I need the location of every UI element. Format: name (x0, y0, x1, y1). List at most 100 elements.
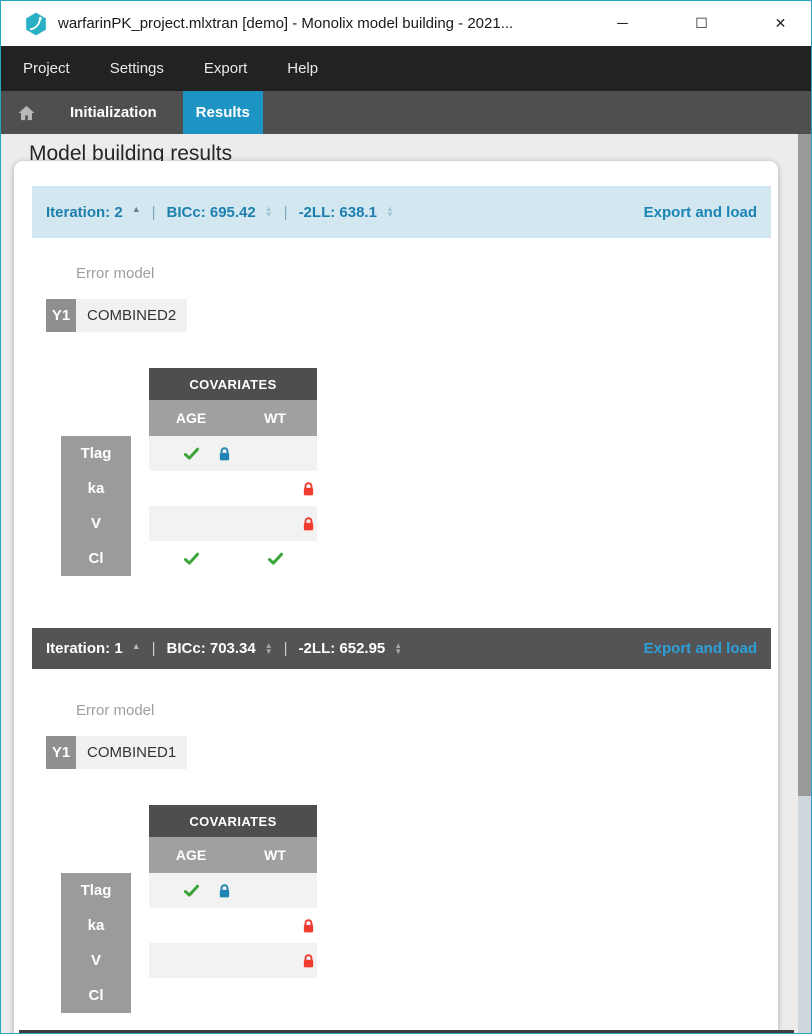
minimize-icon[interactable]: ─ (617, 15, 628, 32)
vertical-scrollbar[interactable] (798, 134, 811, 1033)
menu-bar: Project Settings Export Help (1, 46, 811, 91)
covariate-columns-header: AGE WT (149, 400, 317, 436)
covariate-row (149, 873, 317, 908)
separator: | (151, 640, 156, 657)
covariates-header: COVARIATES (149, 368, 317, 400)
home-icon (18, 105, 34, 120)
neg2ll-label: -2LL: 638.1 (298, 203, 377, 221)
parameter-label: ka (87, 480, 105, 497)
check-icon (183, 884, 199, 897)
menu-item-project[interactable]: Project (23, 60, 70, 77)
covariate-cell-ka-AGE[interactable] (149, 471, 233, 506)
covariate-cell-Tlag-AGE[interactable] (149, 436, 233, 471)
lock-icon (303, 953, 314, 967)
separator: | (283, 203, 288, 221)
sort-asc-icon: ▲ (131, 204, 141, 214)
tab-results[interactable]: Results (182, 91, 263, 134)
tab-initialization[interactable]: Initialization (70, 104, 157, 121)
home-button[interactable] (9, 91, 43, 134)
covariate-cell-ka-AGE[interactable] (149, 908, 233, 943)
covariate-row (149, 436, 317, 471)
lock-icon (219, 446, 230, 460)
covariate-cell-V-AGE[interactable] (149, 943, 233, 978)
covariates-table: COVARIATES AGE WT (149, 805, 317, 1013)
covariate-cell-Cl-AGE[interactable] (149, 978, 233, 1013)
lock-icon (219, 883, 230, 897)
covariate-row (149, 978, 317, 1013)
results-card: Iteration: 2 ▲ | BICc: 695.42 ▲ ▼ | -2LL:… (14, 161, 778, 1033)
covariate-row (149, 908, 317, 943)
separator: | (151, 203, 156, 221)
bicc-sort-control[interactable]: BICc: 695.42 ▲ ▼ (167, 204, 273, 221)
iteration-1-header-bar[interactable]: Iteration: 1 ▲ | BICc: 703.34 ▲ ▼ | -2LL:… (32, 628, 771, 669)
covariate-cell-V-AGE[interactable] (149, 506, 233, 541)
parameter-label: Cl (88, 987, 104, 1004)
sort-icon: ▲ ▼ (385, 204, 394, 219)
error-model-value: COMBINED1 (76, 736, 188, 769)
covariate-columns-header: AGE WT (149, 837, 317, 873)
covariate-column-label: WT (264, 847, 286, 863)
window-controls: ─ ☐ ✕ (606, 1, 811, 46)
lock-icon (303, 516, 314, 530)
iteration-sort-control[interactable]: Iteration: 2 ▲ (46, 204, 141, 221)
covariate-cell-Cl-AGE[interactable] (149, 541, 233, 576)
covariate-cell-Tlag-AGE[interactable] (149, 873, 233, 908)
title-bar: warfarinPK_project.mlxtran [demo] - Mono… (1, 1, 811, 46)
covariate-row (149, 943, 317, 978)
iteration-label: Iteration: 2 (46, 203, 123, 221)
covariate-row (149, 471, 317, 506)
menu-item-settings[interactable]: Settings (109, 60, 164, 77)
covariates-block: Tlag ka V Cl COVARIATES AGE WT (61, 368, 317, 576)
parameter-label: Tlag (80, 882, 112, 899)
neg2ll-sort-control[interactable]: -2LL: 638.1 ▲ ▼ (299, 204, 394, 221)
scrollbar-thumb[interactable] (798, 134, 811, 796)
covariate-column-label: AGE (175, 410, 207, 426)
error-model-label: Error model (76, 702, 155, 719)
parameter-labels-column: Tlag ka V Cl (61, 873, 131, 1013)
bottom-edge (19, 1030, 794, 1033)
page-title: Model building results (29, 142, 233, 165)
check-icon (183, 447, 199, 460)
covariate-cell-Tlag-WT[interactable] (233, 436, 317, 471)
menu-item-help[interactable]: Help (287, 60, 319, 77)
covariates-header: COVARIATES (149, 805, 317, 837)
covariate-cell-ka-WT[interactable] (233, 908, 317, 943)
menu-item-export[interactable]: Export (203, 60, 248, 77)
monolix-app-icon (26, 12, 46, 35)
lock-icon (303, 918, 314, 932)
bicc-label: BICc: 695.42 (166, 203, 256, 221)
separator: | (283, 640, 288, 657)
parameter-label: V (90, 952, 101, 969)
covariate-cell-Cl-WT[interactable] (233, 978, 317, 1013)
iteration-sort-control[interactable]: Iteration: 1 ▲ (46, 640, 141, 657)
check-icon (183, 552, 199, 565)
iteration-2-header-bar[interactable]: Iteration: 2 ▲ | BICc: 695.42 ▲ ▼ | -2LL:… (32, 186, 771, 238)
neg2ll-sort-control[interactable]: -2LL: 652.95 ▲ ▼ (299, 640, 403, 657)
covariate-cell-V-WT[interactable] (233, 943, 317, 978)
content-area: Model building results Iteration: 2 ▲ | … (1, 134, 811, 1033)
close-icon[interactable]: ✕ (774, 15, 787, 31)
error-model-label: Error model (76, 265, 155, 282)
export-and-load-link[interactable]: Export and load (643, 640, 757, 657)
covariate-cell-ka-WT[interactable] (233, 471, 317, 506)
error-model-badge: Y1 COMBINED2 (46, 299, 188, 332)
output-name: Y1 (46, 736, 76, 769)
parameter-label: ka (87, 917, 105, 934)
neg2ll-label: -2LL: 652.95 (298, 640, 386, 657)
window-title: warfarinPK_project.mlxtran [demo] - Mono… (58, 15, 514, 32)
sort-asc-icon: ▲ (131, 640, 141, 651)
covariate-column-label: WT (264, 410, 286, 426)
covariate-cell-Tlag-WT[interactable] (233, 873, 317, 908)
sort-icon: ▲ ▼ (394, 640, 403, 656)
export-and-load-link[interactable]: Export and load (643, 203, 757, 221)
covariate-cell-V-WT[interactable] (233, 506, 317, 541)
bicc-sort-control[interactable]: BICc: 703.34 ▲ ▼ (167, 640, 273, 657)
covariate-cell-Cl-WT[interactable] (233, 541, 317, 576)
maximize-icon[interactable]: ☐ (695, 15, 708, 31)
sort-icon: ▲ ▼ (264, 204, 273, 219)
tab-bar: Initialization Results (1, 91, 811, 134)
covariates-table: COVARIATES AGE WT (149, 368, 317, 576)
output-name: Y1 (46, 299, 76, 332)
covariates-block: Tlag ka V Cl COVARIATES AGE WT (61, 805, 317, 1013)
covariate-row (149, 506, 317, 541)
